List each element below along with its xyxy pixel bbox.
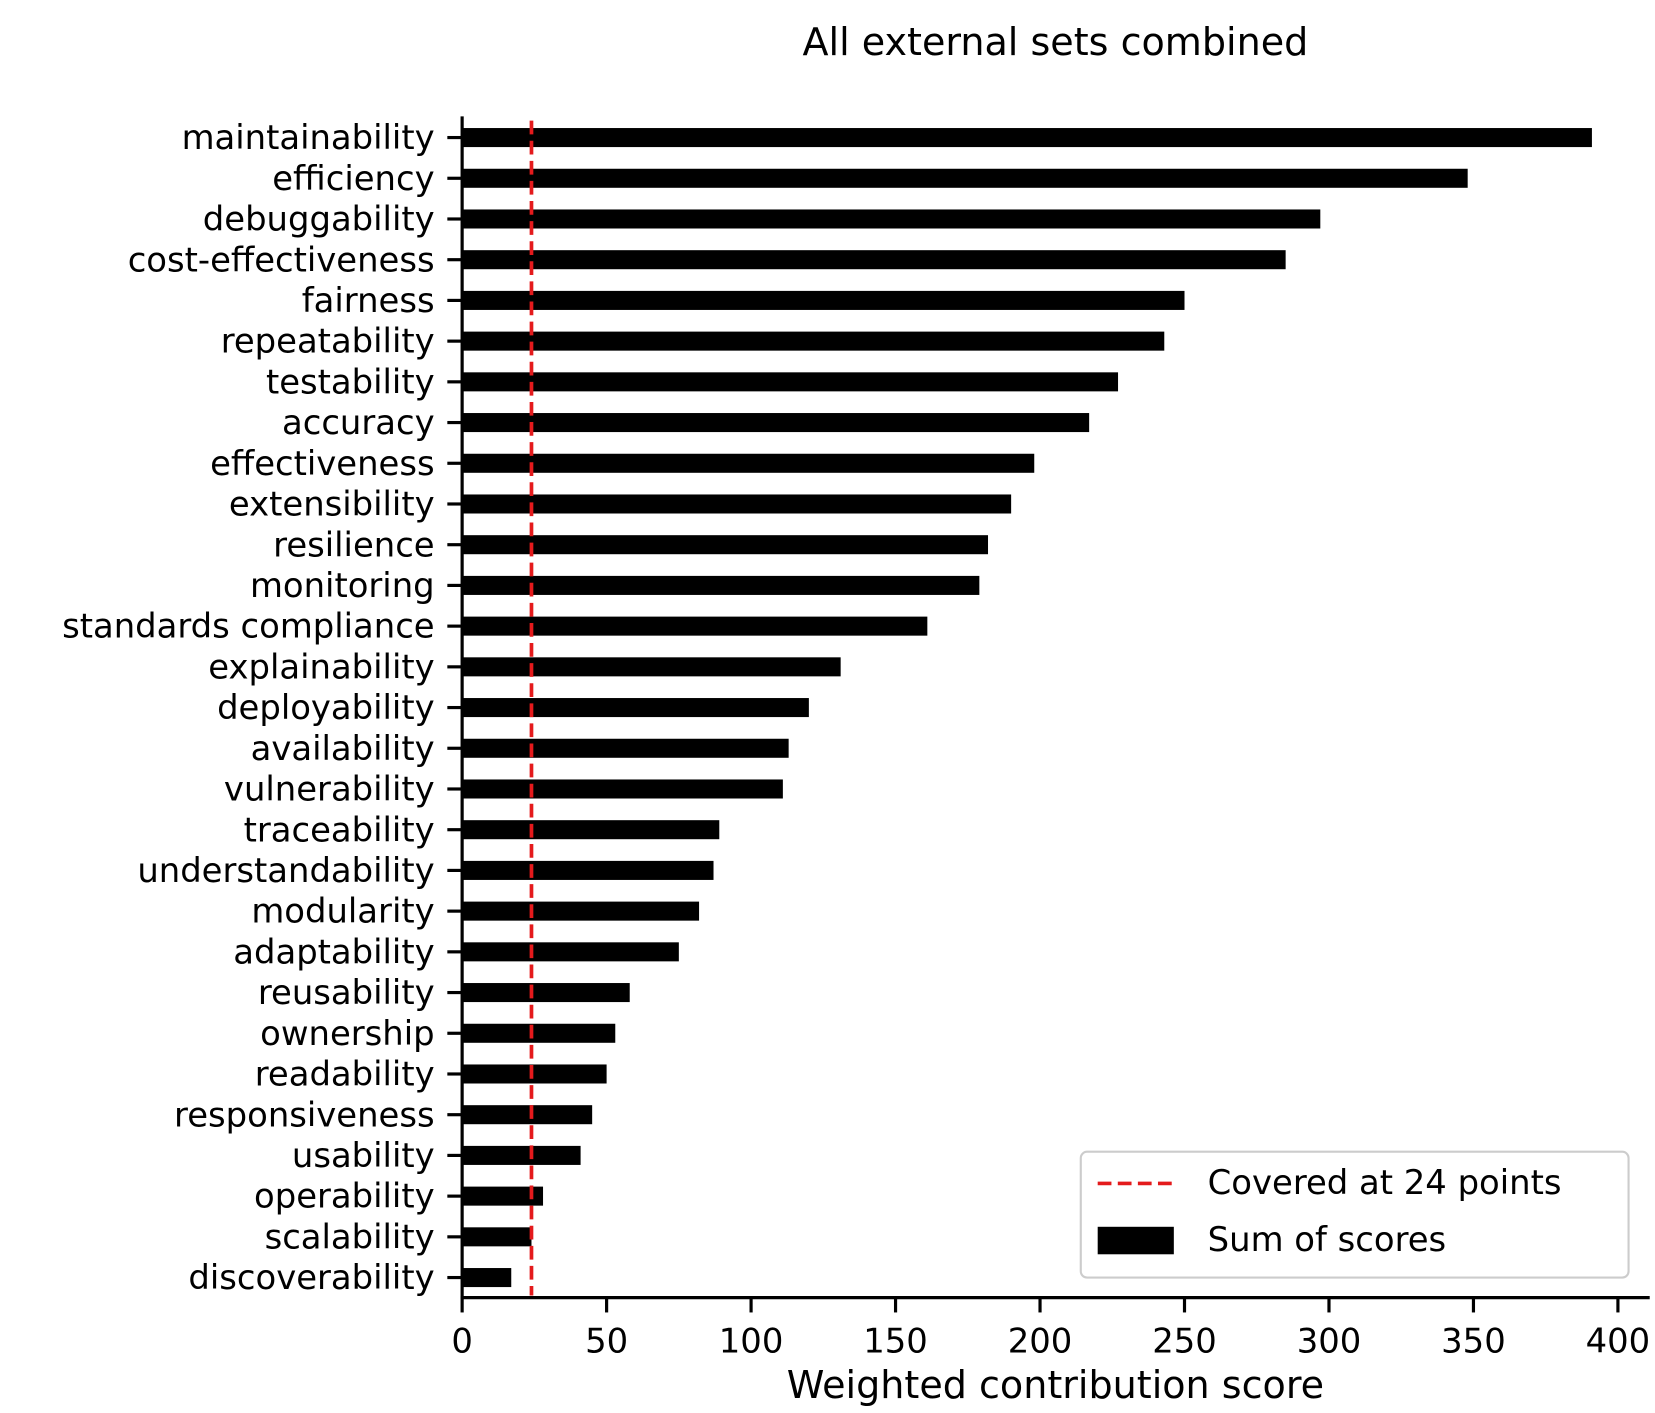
bar (462, 942, 679, 962)
y-tick-label: maintainability (182, 118, 435, 157)
x-tick-label: 300 (1297, 1322, 1362, 1361)
bar (462, 209, 1321, 229)
bar (462, 494, 1012, 514)
bar (462, 616, 928, 636)
y-tick-label: deployability (217, 688, 435, 727)
x-tick-label: 250 (1152, 1322, 1217, 1361)
x-tick-label: 0 (451, 1322, 473, 1361)
x-tick-label: 400 (1586, 1322, 1651, 1361)
y-tick-label: testability (266, 362, 435, 401)
y-tick-label: effectiveness (210, 444, 435, 483)
bar (462, 1064, 607, 1084)
y-tick-label: standards compliance (62, 607, 435, 646)
bar (462, 250, 1286, 270)
y-tick-label: operability (254, 1177, 435, 1216)
bar (462, 779, 783, 799)
legend-label: Covered at 24 points (1208, 1163, 1562, 1202)
bar (462, 1227, 532, 1247)
bar (462, 1268, 512, 1288)
x-tick-label: 50 (585, 1322, 628, 1361)
bar (462, 290, 1185, 310)
bar (462, 1105, 593, 1125)
y-tick-label: vulnerability (224, 770, 435, 809)
bar (462, 657, 841, 677)
y-tick-label: availability (251, 729, 435, 768)
y-tick-label: discoverability (188, 1258, 434, 1297)
y-tick-label: reusability (258, 973, 435, 1012)
y-tick-label: cost-effectiveness (128, 240, 435, 279)
y-tick-label: adaptability (233, 932, 434, 971)
y-tick-label: responsiveness (174, 1095, 435, 1134)
y-tick-label: modularity (251, 892, 434, 931)
legend-label: Sum of scores (1208, 1220, 1447, 1259)
chart-title: All external sets combined (802, 20, 1308, 64)
bar (462, 820, 720, 840)
y-tick-label: usability (292, 1136, 435, 1175)
y-tick-label: resilience (273, 525, 434, 564)
y-tick-label: fairness (302, 281, 435, 320)
legend-swatch (1097, 1226, 1174, 1255)
bar (462, 331, 1165, 351)
y-tick-label: debuggability (203, 200, 435, 239)
bar (462, 413, 1090, 433)
y-tick-label: understandability (137, 851, 434, 890)
y-tick-label: explainability (208, 647, 434, 686)
y-tick-label: scalability (265, 1217, 435, 1256)
y-tick-label: traceability (244, 810, 435, 849)
x-tick-label: 350 (1441, 1322, 1506, 1361)
bar (462, 535, 989, 555)
y-tick-label: accuracy (282, 403, 435, 442)
bar (462, 1186, 544, 1206)
y-tick-label: repeatability (221, 322, 435, 361)
bar (462, 372, 1119, 392)
y-tick-label: efficiency (272, 159, 434, 198)
bar (462, 698, 809, 718)
x-axis-label: Weighted contribution score (787, 1363, 1324, 1407)
bar (462, 453, 1035, 473)
x-tick-label: 100 (719, 1322, 784, 1361)
bar (462, 738, 789, 758)
bar (462, 901, 700, 921)
y-tick-label: ownership (260, 1014, 434, 1053)
bar (462, 575, 980, 595)
legend-box (1079, 1150, 1630, 1279)
y-tick-label: readability (255, 1055, 435, 1094)
y-tick-label: extensibility (229, 485, 435, 524)
bar (462, 860, 714, 880)
x-tick-label: 150 (863, 1322, 928, 1361)
bar (462, 983, 630, 1003)
bar (462, 168, 1468, 188)
bar (462, 1145, 581, 1165)
bar (462, 1023, 616, 1043)
bar (462, 128, 1592, 148)
y-tick-label: monitoring (250, 566, 435, 605)
x-tick-label: 200 (1008, 1322, 1073, 1361)
